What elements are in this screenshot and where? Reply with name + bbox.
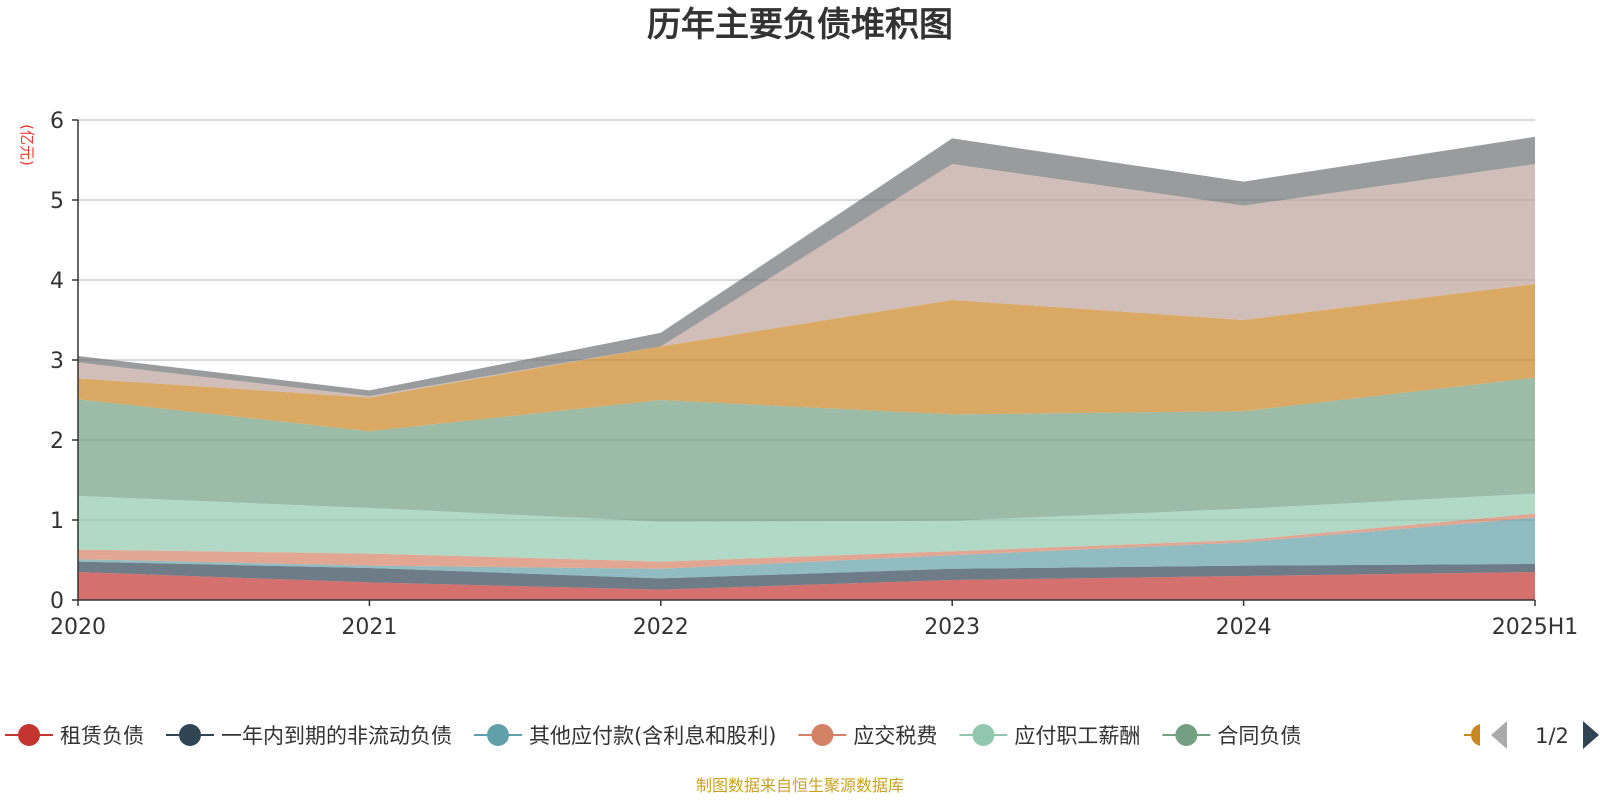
legend-label: 其他应付款(含利息和股利): [529, 724, 776, 748]
area-series-应交税费: [78, 513, 1535, 569]
y-tick-label: 1: [50, 509, 64, 534]
legend-marker-icon: [18, 724, 40, 746]
axes: 0 1 2 3 4 5 6 2020 2021 2022 2023 2024 2025H1: [50, 109, 1578, 640]
legend-item-partial: [1464, 724, 1480, 746]
legend-label: 应交税费: [853, 724, 937, 748]
legend-page-indicator: 1/2: [1535, 724, 1569, 748]
x-tick-label: 2022: [633, 615, 689, 640]
area-series-应付账款: [78, 284, 1535, 432]
area-series-合同负债: [78, 377, 1535, 522]
legend-label: 合同负债: [1217, 724, 1301, 748]
area-series-租赁负债: [78, 572, 1535, 600]
y-tick-label: 5: [50, 189, 64, 214]
area-series-其他应付款(含利息和股利): [78, 517, 1535, 579]
legend-item-其他应付款(含利息和股利)[interactable]: 其他应付款(含利息和股利): [474, 724, 776, 748]
legend-item-一年内到期的非流动负债[interactable]: 一年内到期的非流动负债: [166, 724, 452, 748]
area-series: [78, 136, 1535, 600]
legend-label: 租赁负债: [60, 724, 144, 748]
y-tick-label: 3: [50, 349, 64, 374]
legend-item-租赁负债[interactable]: 租赁负债: [5, 724, 144, 748]
area-series-应付职工薪酬: [78, 493, 1535, 562]
legend-prev-page-icon[interactable]: [1491, 721, 1507, 749]
x-tick-label: 2020: [50, 615, 106, 640]
legend-item-应交税费[interactable]: 应交税费: [798, 724, 937, 748]
legend-item-应付职工薪酬[interactable]: 应付职工薪酬: [959, 724, 1140, 748]
legend-marker-icon: [811, 724, 834, 746]
area-series-短期借款: [78, 164, 1535, 398]
legend-marker-icon: [1175, 724, 1198, 746]
legend-marker-icon: [972, 724, 995, 746]
area-series-其他: [78, 136, 1535, 397]
x-tick-label: 2024: [1216, 615, 1272, 640]
y-tick-label: 0: [50, 589, 64, 614]
legend-label: 应付职工薪酬: [1014, 724, 1140, 748]
legend-next-page-icon[interactable]: [1583, 721, 1599, 749]
source-note: 制图数据来自恒生聚源数据库: [696, 776, 904, 795]
chart-title: 历年主要负债堆积图: [647, 5, 953, 45]
area-series-一年内到期的非流动负债: [78, 561, 1535, 590]
y-tick-label: 6: [50, 109, 64, 134]
y-tick-label: 4: [50, 269, 64, 294]
x-tick-label: 2021: [341, 615, 397, 640]
x-tick-label: 2025H1: [1492, 615, 1579, 640]
legend-item-合同负债[interactable]: 合同负债: [1162, 724, 1301, 748]
legend-marker-icon: [487, 724, 509, 746]
legend-label: 一年内到期的非流动负债: [221, 724, 452, 748]
legend[interactable]: 租赁负债 一年内到期的非流动负债 其他应付款(含利息和股利) 应交税费 应付职工薪酬 合同…: [5, 721, 1599, 749]
y-axis-unit-label: (亿元): [18, 124, 36, 166]
legend-marker-icon: [179, 724, 201, 746]
y-tick-label: 2: [50, 429, 64, 454]
x-tick-label: 2023: [924, 615, 980, 640]
